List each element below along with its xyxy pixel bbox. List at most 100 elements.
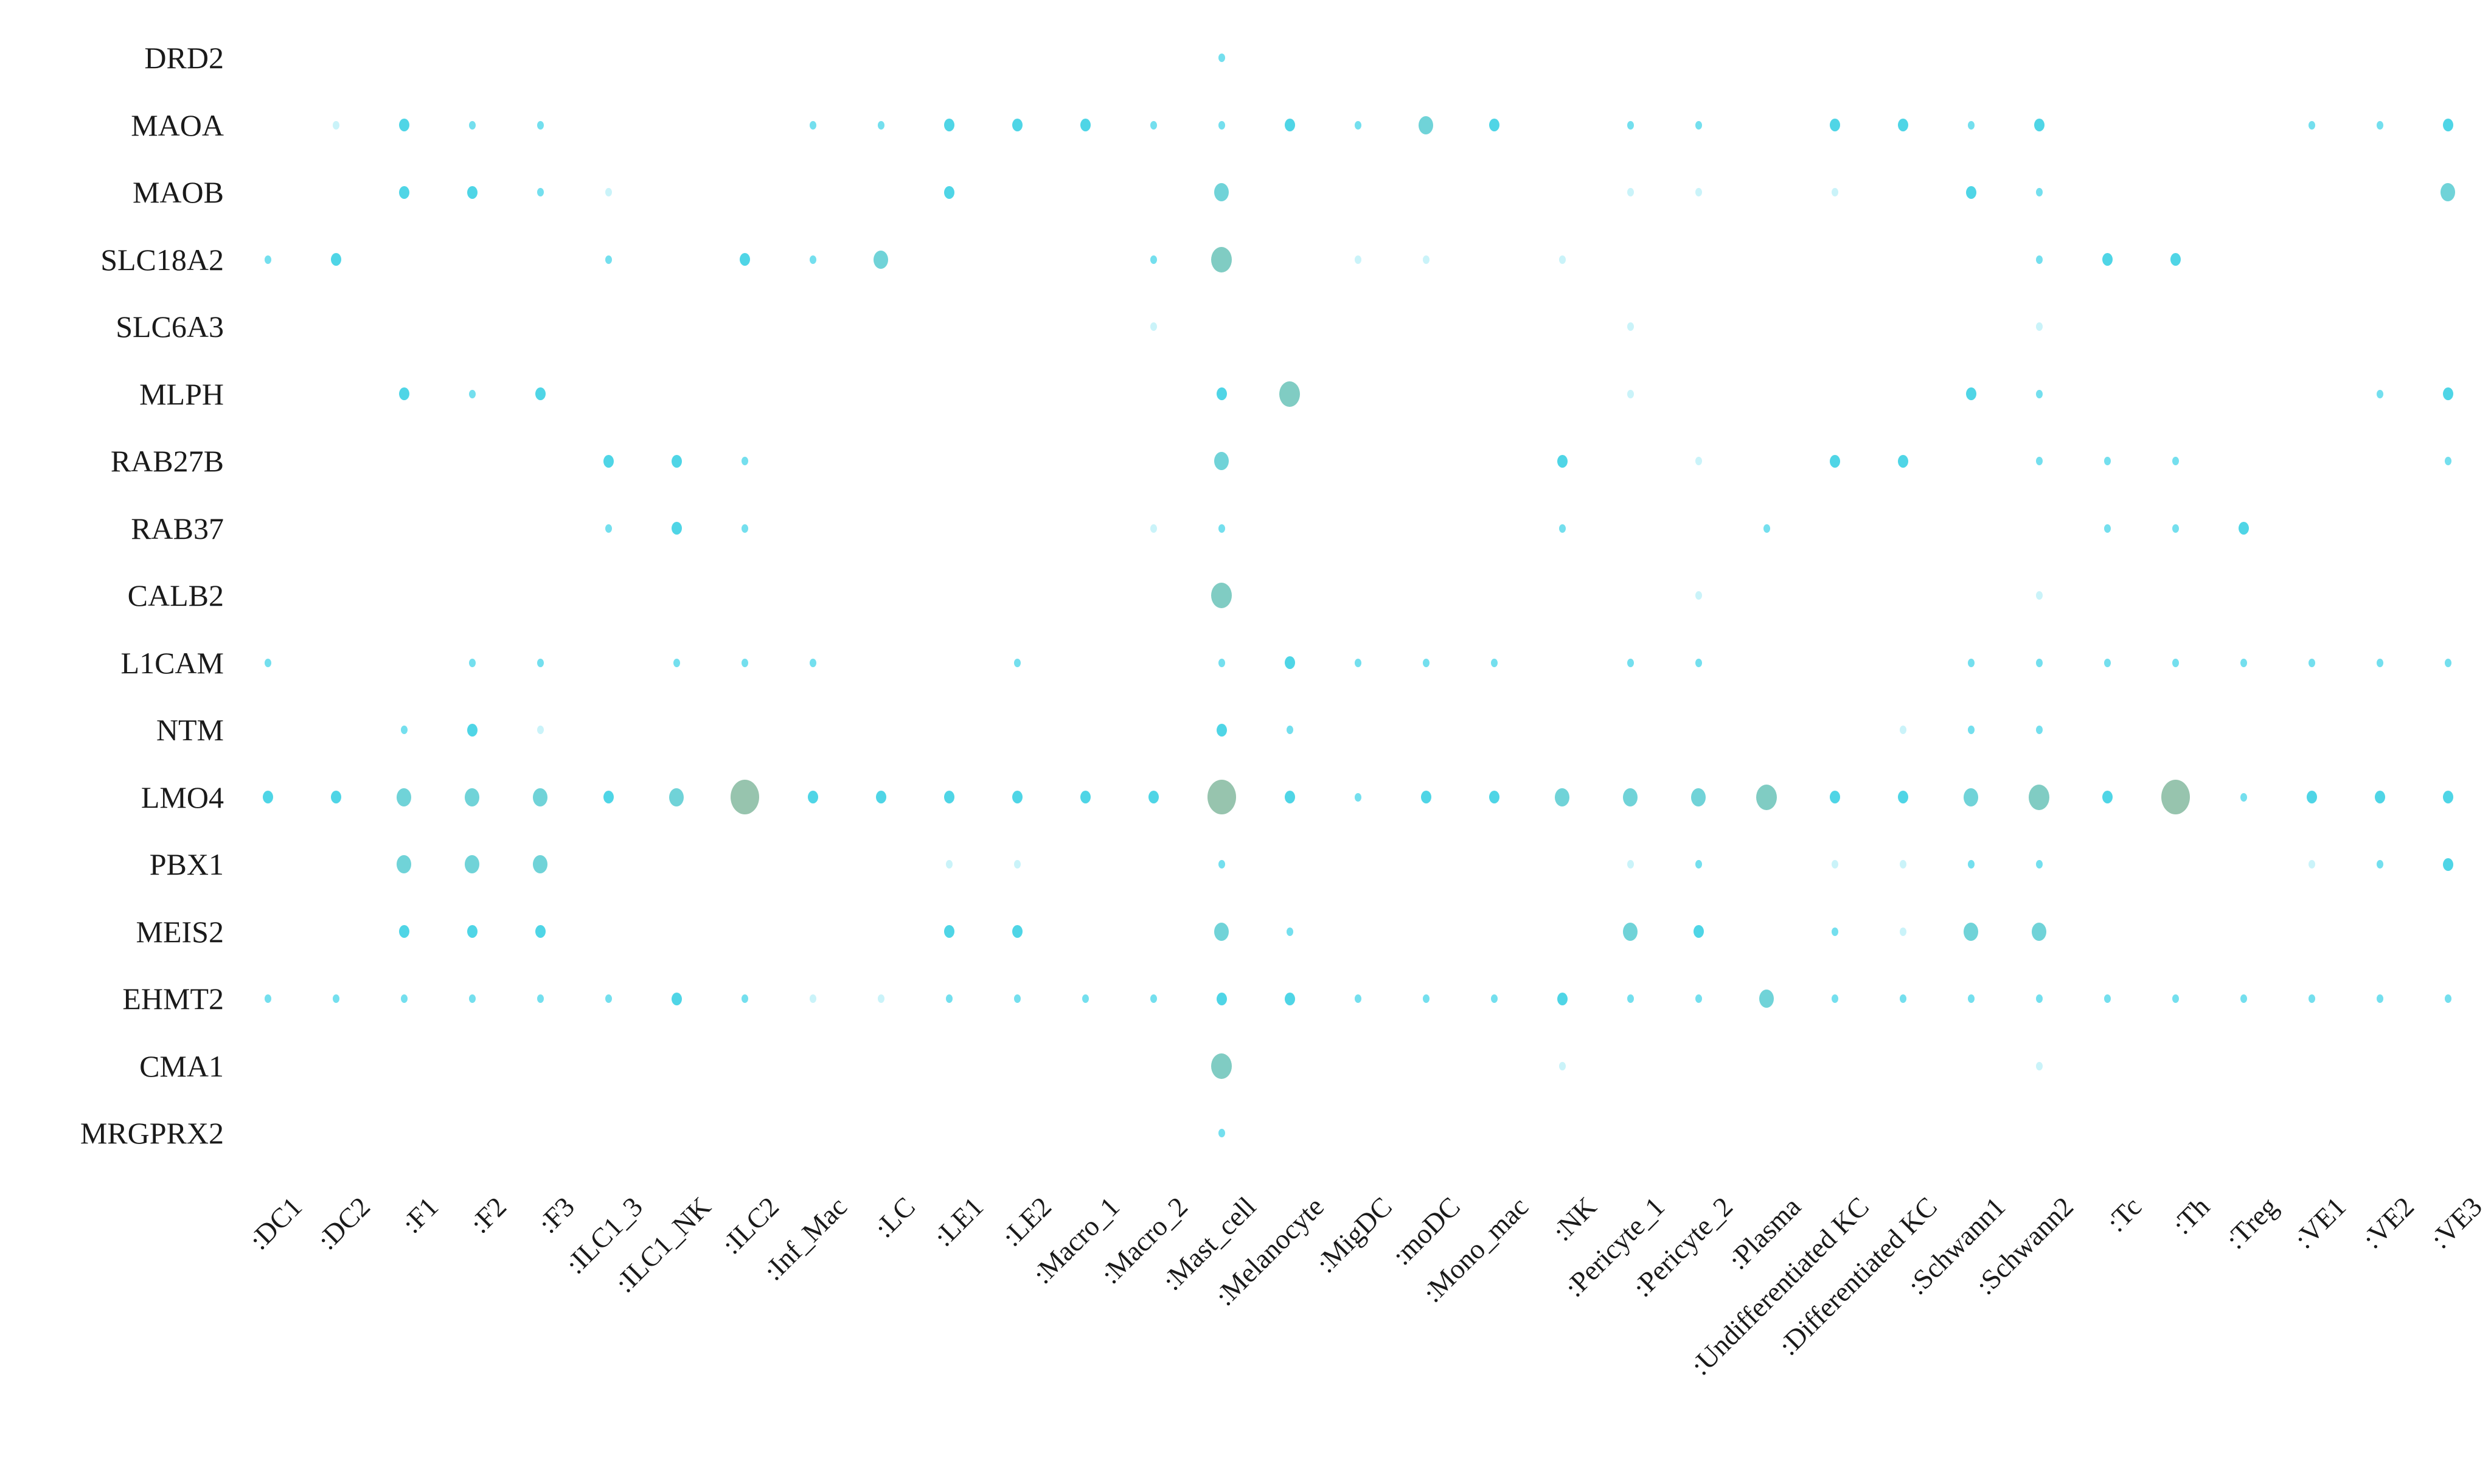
- expression-dot: [400, 994, 408, 1003]
- expression-dot: [537, 726, 544, 734]
- expression-dot: [537, 994, 544, 1003]
- gene-label: SLC6A3: [116, 310, 224, 344]
- expression-dot: [2442, 858, 2453, 871]
- expression-dot: [809, 994, 816, 1003]
- expression-dot: [1831, 994, 1838, 1003]
- expression-dot: [2032, 922, 2046, 941]
- expression-dot: [2035, 389, 2043, 398]
- expression-dot: [2104, 994, 2111, 1003]
- expression-dot: [2308, 994, 2315, 1003]
- expression-dot: [1419, 116, 1433, 134]
- expression-dot: [1207, 780, 1236, 814]
- expression-dot: [1557, 454, 1568, 468]
- expression-dot: [605, 188, 612, 196]
- expression-dot: [877, 120, 884, 130]
- expression-dot: [2240, 792, 2247, 802]
- expression-dot: [1218, 54, 1225, 62]
- expression-dot: [1967, 658, 1975, 667]
- expression-dot: [468, 658, 476, 667]
- expression-dot: [2240, 994, 2247, 1003]
- gene-label: MAOA: [131, 108, 224, 142]
- expression-dot: [2308, 120, 2315, 130]
- expression-dot: [533, 855, 547, 873]
- expression-dot: [2308, 658, 2315, 667]
- expression-dot: [1899, 927, 1906, 936]
- expression-dot: [537, 188, 544, 196]
- expression-dot: [468, 120, 476, 130]
- expression-dot: [2376, 658, 2383, 667]
- expression-dot: [2444, 457, 2451, 465]
- expression-dot: [1211, 246, 1232, 272]
- expression-dot: [2035, 457, 2043, 465]
- expression-dot: [2035, 994, 2043, 1003]
- gene-label: SLC18A2: [100, 242, 224, 277]
- expression-dot: [1422, 658, 1430, 667]
- expression-dot: [1284, 992, 1295, 1005]
- gene-label: NTM: [156, 713, 224, 747]
- expression-dot: [1216, 723, 1227, 737]
- expression-dot: [2035, 188, 2043, 196]
- expression-dot: [1013, 658, 1021, 667]
- expression-dot: [1623, 922, 1638, 941]
- expression-dot: [400, 726, 408, 734]
- expression-dot: [1354, 994, 1361, 1003]
- expression-dot: [741, 524, 748, 533]
- expression-dot: [1829, 454, 1840, 468]
- expression-dot: [809, 658, 816, 667]
- expression-dot: [1082, 994, 1089, 1003]
- expression-dot: [1286, 726, 1293, 734]
- expression-dot: [2444, 658, 2451, 667]
- expression-dot: [1627, 994, 1634, 1003]
- gene-label: MRGPRX2: [80, 1116, 224, 1150]
- expression-dot: [2172, 524, 2179, 533]
- expression-dot: [535, 387, 546, 400]
- expression-dot: [397, 855, 411, 873]
- expression-dot: [2376, 389, 2383, 398]
- gene-label: RAB37: [131, 511, 224, 546]
- expression-dot: [332, 994, 339, 1003]
- expression-dot: [1693, 925, 1704, 938]
- expression-dot: [1354, 658, 1361, 667]
- gene-label: L1CAM: [120, 645, 224, 680]
- expression-dot: [1216, 387, 1227, 400]
- expression-dot: [330, 253, 341, 266]
- expression-dot: [1897, 454, 1908, 468]
- expression-dot: [1080, 119, 1091, 131]
- expression-dot: [671, 454, 682, 468]
- expression-dot: [1218, 524, 1225, 533]
- expression-dot: [1211, 583, 1232, 608]
- expression-dot: [1422, 994, 1430, 1003]
- expression-dot: [1627, 389, 1634, 398]
- expression-dot: [809, 255, 816, 264]
- expression-dot: [398, 186, 409, 199]
- expression-dot: [739, 253, 750, 266]
- expression-dot: [1897, 791, 1908, 803]
- expression-dot: [945, 860, 953, 869]
- gene-label: PBX1: [149, 847, 224, 881]
- expression-dot: [875, 791, 886, 803]
- expression-dot: [2035, 726, 2043, 734]
- expression-dot: [1218, 120, 1225, 130]
- expression-dot: [1627, 860, 1634, 869]
- expression-dot: [2442, 387, 2453, 400]
- expression-dot: [1150, 994, 1157, 1003]
- expression-dot: [2035, 255, 2043, 264]
- expression-dot: [1558, 524, 1566, 533]
- expression-dot: [1627, 658, 1634, 667]
- expression-dot: [537, 658, 544, 667]
- expression-dot: [2161, 780, 2190, 814]
- expression-dot: [943, 925, 954, 938]
- expression-dot: [2172, 994, 2179, 1003]
- expression-dot: [1695, 188, 1702, 196]
- expression-dot: [603, 454, 614, 468]
- expression-dot: [2306, 791, 2317, 803]
- expression-dot: [1284, 119, 1295, 131]
- gene-label: MEIS2: [136, 914, 224, 949]
- expression-dot: [398, 119, 409, 131]
- expression-dot: [1967, 994, 1975, 1003]
- expression-dot: [468, 994, 476, 1003]
- gene-label: LMO4: [141, 780, 224, 814]
- expression-dot: [1627, 322, 1634, 331]
- expression-dot: [262, 791, 273, 803]
